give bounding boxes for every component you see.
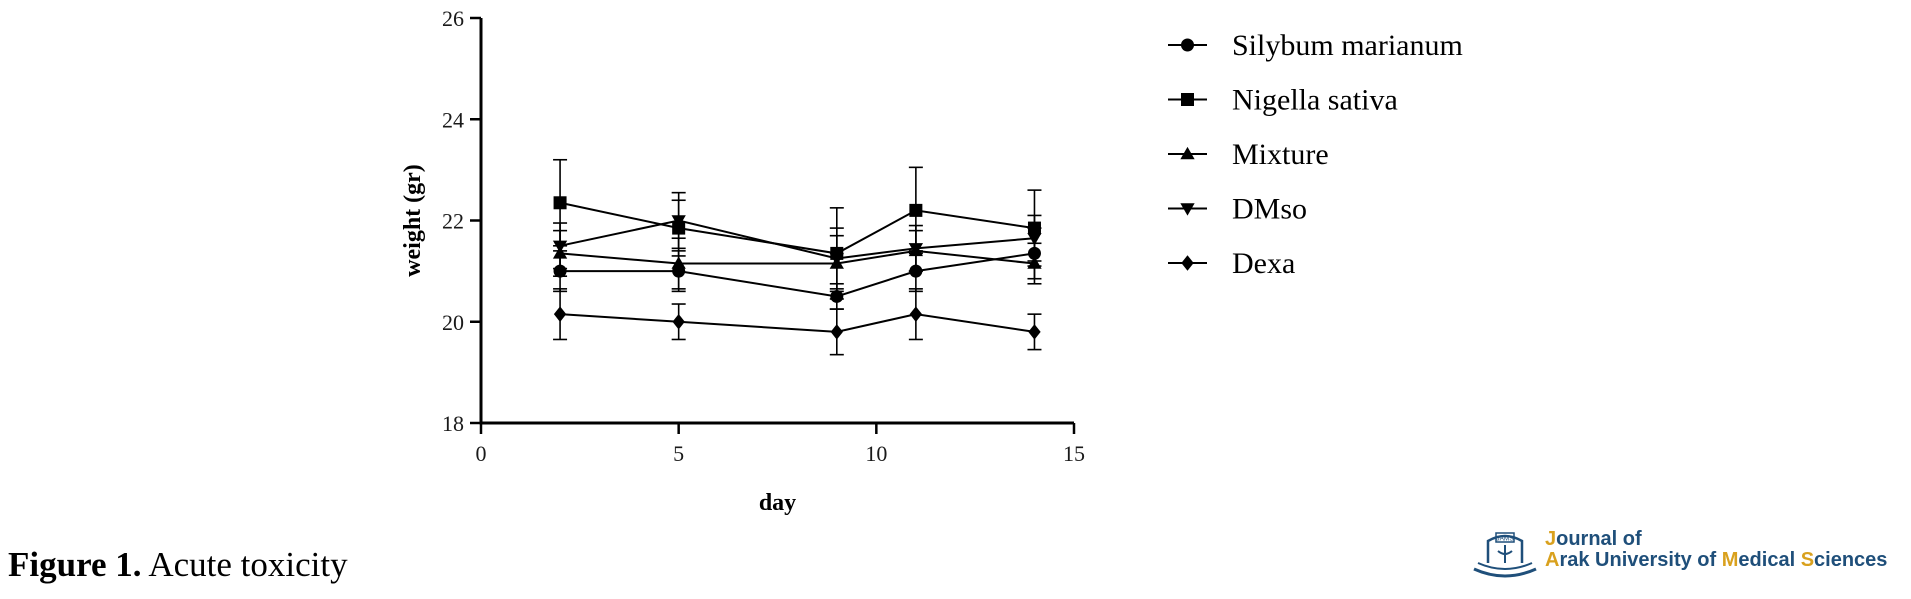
journal-name-line2: Arak University of Medical Sciences — [1545, 549, 1888, 571]
figure-caption: Figure 1. Acute toxicity — [8, 545, 348, 585]
legend-marker — [1180, 146, 1195, 160]
journal-emblem-icon: JAMS — [1473, 532, 1537, 578]
legend-item: Dexa — [1168, 247, 1295, 280]
legend-label: DMso — [1232, 193, 1307, 226]
legend-label: Dexa — [1232, 247, 1295, 280]
series-square — [553, 158, 1042, 300]
series-line — [560, 313, 1035, 333]
data-point — [909, 306, 923, 322]
y-tick-label: 24 — [442, 107, 464, 132]
y-tick-label: 26 — [442, 6, 464, 31]
series-line — [559, 219, 1035, 260]
legend-item: DMso — [1168, 193, 1307, 226]
data-point — [671, 256, 686, 269]
y-tick-label: 20 — [442, 310, 464, 335]
series-triangle-up — [552, 229, 1042, 293]
emblem-text: JAMS — [1496, 536, 1514, 543]
legend-marker — [1181, 38, 1194, 52]
legend-label: Mixture — [1232, 138, 1329, 171]
y-axis-title: weight (gr) — [400, 164, 426, 277]
series-line — [559, 249, 1035, 265]
series-triangle-down — [552, 191, 1042, 290]
caption-label: Figure 1. — [8, 545, 142, 584]
series-diamond — [553, 288, 1042, 356]
x-tick-label: 10 — [865, 441, 887, 466]
legend-marker — [1181, 93, 1194, 106]
caption-text: Acute toxicity — [141, 545, 348, 584]
legend-item: Silybum marianum — [1168, 29, 1463, 62]
chart-axes: 18 20 22 24 26 0 5 10 15 day weight (gr) — [400, 6, 1085, 516]
journal-logo: JAMS Journal of Arak University of Medic… — [1468, 523, 1908, 583]
data-point — [672, 313, 685, 330]
legend-item: Nigella sativa — [1168, 84, 1398, 117]
legend-marker — [1181, 255, 1194, 271]
legend-label: Nigella sativa — [1232, 84, 1398, 117]
legend-marker — [1180, 203, 1195, 216]
legend-item: Mixture — [1168, 138, 1329, 171]
data-point — [830, 324, 843, 340]
data-point — [553, 306, 567, 322]
data-point — [829, 253, 844, 266]
journal-name-line1: Journal of — [1545, 528, 1642, 550]
data-point — [909, 203, 923, 217]
chart-series — [552, 158, 1042, 356]
x-tick-label: 15 — [1063, 441, 1085, 466]
series-line — [559, 201, 1035, 255]
data-point — [1027, 233, 1042, 246]
data-point — [671, 215, 686, 228]
data-point — [1028, 324, 1041, 340]
journal-name: Journal of Arak University of Medical Sc… — [1545, 529, 1887, 571]
y-tick-label: 22 — [442, 209, 464, 234]
data-point — [1027, 256, 1042, 269]
y-tick-label: 18 — [442, 411, 464, 436]
data-point — [552, 240, 568, 253]
series-circle — [553, 227, 1042, 310]
chart-legend: Silybum marianum Nigella sativa Mixture DMs… — [1168, 29, 1463, 280]
data-point — [908, 243, 924, 256]
data-point — [553, 196, 567, 210]
x-tick-label: 5 — [673, 441, 684, 466]
legend-label: Silybum marianum — [1232, 29, 1463, 62]
x-axis-title: day — [759, 490, 796, 516]
x-tick-label: 0 — [476, 441, 487, 466]
